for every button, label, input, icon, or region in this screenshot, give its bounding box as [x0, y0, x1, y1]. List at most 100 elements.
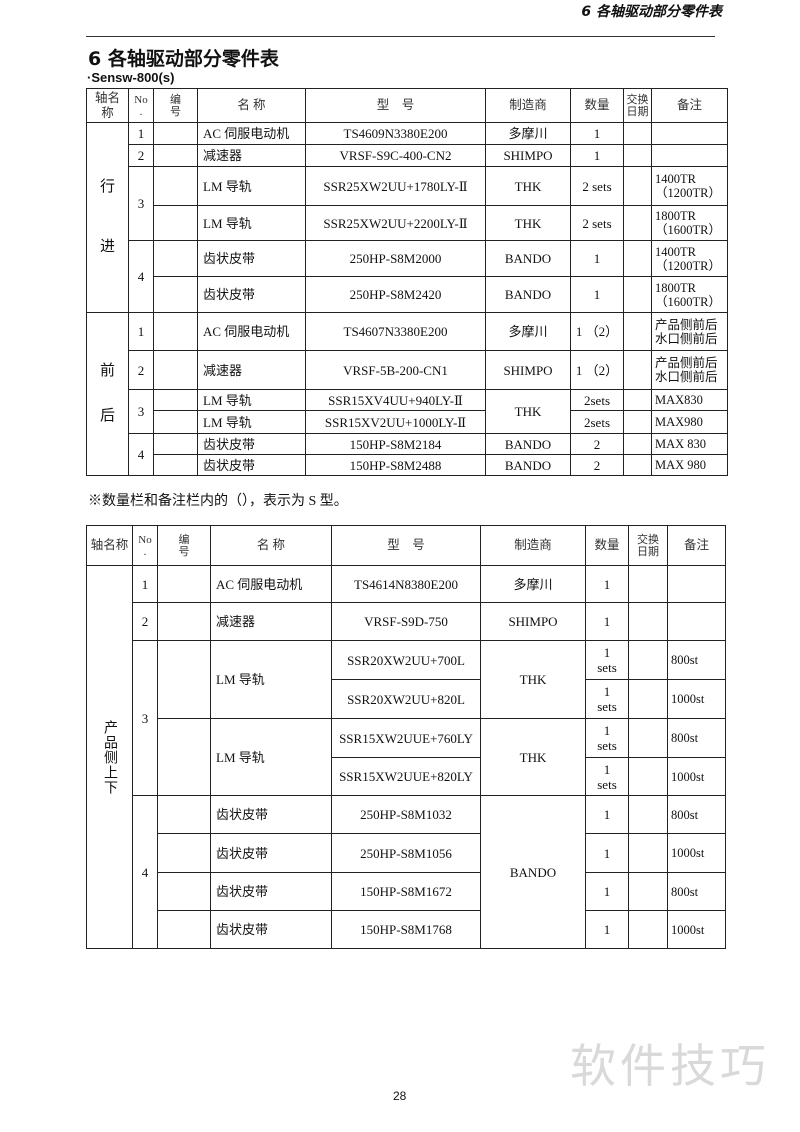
cell-name: 齿状皮带 — [197, 240, 306, 277]
cell-remark: 1400TR （1200TR） — [651, 166, 728, 206]
header-name: 名 称 — [210, 525, 332, 566]
page-number: 28 — [393, 1089, 407, 1103]
cell-remark: 800st — [667, 640, 726, 680]
header-maker: 制造商 — [480, 525, 586, 566]
cell-maker: THK — [485, 205, 571, 241]
cell-exchange-date — [623, 410, 652, 434]
cell-name: AC 伺服电动机 — [197, 122, 306, 145]
cell-model: SSR20XW2UU+820L — [331, 679, 481, 719]
cell-qty: 1 sets — [585, 640, 629, 680]
cell-remark: 1800TR （1600TR） — [651, 276, 728, 313]
cell-maker: 多摩川 — [480, 565, 586, 603]
cell-maker: THK — [480, 718, 586, 796]
cell-code — [157, 718, 211, 796]
cell-name: 减速器 — [197, 350, 306, 390]
header-axis: 轴名称 — [86, 88, 129, 123]
cell-exchange-date — [623, 144, 652, 167]
header-no: No. — [132, 525, 158, 566]
cell-maker: THK — [485, 166, 571, 206]
cell-exchange-date — [623, 312, 652, 351]
cell-qty: 1 — [585, 602, 629, 641]
cell-code — [153, 205, 198, 241]
cell-remark: 产品侧前后 水口侧前后 — [651, 312, 728, 351]
cell-code — [153, 389, 198, 411]
cell-model: SSR15XW2UUE+760LY — [331, 718, 481, 758]
cell-model: VRSF-5B-200-CN1 — [305, 350, 486, 390]
cell-remark — [667, 565, 726, 603]
cell-exchange-date — [623, 433, 652, 455]
cell-remark: 800st — [667, 795, 726, 834]
cell-maker: BANDO — [485, 276, 571, 313]
cell-maker: BANDO — [480, 795, 586, 949]
table-row: 齿状皮带 250HP-S8M1056 1 1000st — [87, 833, 726, 873]
cell-model: TS4614N8380E200 — [331, 565, 481, 603]
cell-code — [157, 833, 211, 873]
table-row: 3 LM 导轨 SSR25XW2UU+1780LY-Ⅱ THK 2 sets 1400TR… — [87, 166, 728, 241]
cell-remark — [651, 122, 728, 145]
model-label: ·Sensw-800(s) — [87, 70, 175, 85]
table-row: LM 导轨 SSR15XV2UU+1000LY-Ⅱ 2sets MAX980 — [87, 410, 728, 434]
cell-remark — [651, 144, 728, 167]
table-row: 产品侧上下 1 AC 伺服电动机 TS4614N8380E200 多摩川 1 — [86, 565, 726, 949]
cell-no: 4 — [132, 795, 158, 949]
cell-qty: 1 — [570, 240, 624, 277]
cell-qty: 1 （2） — [570, 350, 624, 390]
cell-no: 3 — [128, 166, 154, 241]
cell-exchange-date — [628, 795, 668, 834]
header-no: No. — [128, 88, 154, 123]
cell-no: 2 — [128, 144, 154, 167]
cell-model: TS4607N3380E200 — [305, 312, 486, 351]
table-row: 2 减速器 VRSF-S9D-750 SHIMPO 1 — [87, 602, 726, 641]
cell-model: 250HP-S8M1056 — [331, 833, 481, 873]
cell-exchange-date — [628, 679, 668, 719]
cell-exchange-date — [628, 602, 668, 641]
cell-maker: SHIMPO — [480, 602, 586, 641]
cell-code — [157, 872, 211, 911]
cell-remark: 1400TR （1200TR） — [651, 240, 728, 277]
table-row: 4 齿状皮带 150HP-S8M2184 BANDO 2 MAX 830 — [87, 433, 728, 476]
cell-maker: SHIMPO — [485, 144, 571, 167]
table-row: 齿状皮带 250HP-S8M2420 BANDO 1 1800TR （1600TR） — [87, 276, 728, 313]
table-row: 齿状皮带 150HP-S8M2488 BANDO 2 MAX 980 — [87, 454, 728, 476]
cell-model: VRSF-S9C-400-CN2 — [305, 144, 486, 167]
cell-exchange-date — [628, 910, 668, 949]
cell-maker: BANDO — [485, 454, 571, 476]
cell-qty: 2 — [570, 433, 624, 455]
cell-exchange-date — [628, 757, 668, 796]
cell-model: SSR15XV4UU+940LY-Ⅱ — [305, 389, 486, 411]
table-row: LM 导轨 SSR25XW2UU+2200LY-Ⅱ THK 2 sets 1800TR （… — [87, 205, 728, 241]
cell-name: 减速器 — [197, 144, 306, 167]
cell-model: VRSF-S9D-750 — [331, 602, 481, 641]
cell-model: SSR25XW2UU+2200LY-Ⅱ — [305, 205, 486, 241]
cell-model: 250HP-S8M2000 — [305, 240, 486, 277]
cell-code — [153, 433, 198, 455]
cell-exchange-date — [623, 276, 652, 313]
cell-model: SSR25XW2UU+1780LY-Ⅱ — [305, 166, 486, 206]
cell-model: 150HP-S8M2184 — [305, 433, 486, 455]
cell-no: 2 — [128, 350, 154, 390]
cell-no: 3 — [132, 640, 158, 796]
cell-no: 4 — [128, 240, 154, 313]
cell-name: 减速器 — [210, 602, 332, 641]
cell-axis: 前后 — [86, 312, 129, 476]
cell-qty: 1 — [585, 910, 629, 949]
cell-exchange-date — [623, 350, 652, 390]
cell-name: LM 导轨 — [197, 389, 306, 411]
cell-name: LM 导轨 — [210, 640, 332, 719]
header-qty: 数量 — [570, 88, 624, 123]
cell-name: 齿状皮带 — [210, 872, 332, 911]
cell-name: AC 伺服电动机 — [210, 565, 332, 603]
cell-code — [153, 122, 198, 145]
cell-remark: 800st — [667, 718, 726, 758]
running-header: 6 各轴驱动部分零件表 — [581, 4, 722, 20]
header-row: 轴名称 No. 编号名 称型 号制造商 数量 交换 日期 备注 — [86, 525, 726, 566]
table-row: 4 齿状皮带 250HP-S8M1032 BANDO 1 800st — [87, 795, 726, 949]
cell-exchange-date — [628, 718, 668, 758]
cell-remark — [667, 602, 726, 641]
cell-no: 4 — [128, 433, 154, 476]
cell-name: LM 导轨 — [210, 718, 332, 796]
cell-name: 齿状皮带 — [197, 454, 306, 476]
cell-remark: MAX830 — [651, 389, 728, 411]
cell-qty: 2sets — [570, 389, 624, 411]
table-row: 前后 1 AC 伺服电动机 TS4607N3380E200 多摩川 1 （2） 产品侧前后水… — [86, 312, 728, 476]
